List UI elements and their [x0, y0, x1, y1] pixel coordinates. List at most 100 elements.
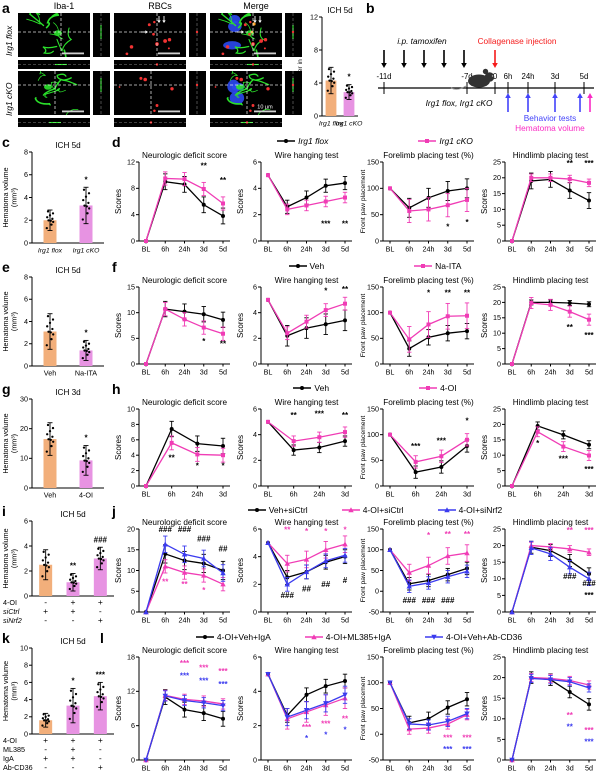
svg-text:-: - — [99, 606, 102, 616]
svg-text:BL: BL — [386, 616, 395, 625]
svg-text:18: 18 — [127, 652, 135, 661]
line-chart-svg: Neurologic deficit score Scores 0 5 10 15 BL 6h… — [114, 276, 230, 377]
svg-text:###: ### — [441, 596, 455, 605]
d-neurologic-deficit-chart: Neurologic deficit score Scores 0 4 8 12 BL 6h 2… — [114, 150, 234, 256]
svg-text:6h: 6h — [405, 245, 413, 254]
svg-text:#: # — [343, 576, 348, 585]
svg-text:6h: 6h — [534, 490, 542, 499]
svg-text:3d: 3d — [200, 245, 208, 254]
svg-text:6h: 6h — [161, 764, 169, 773]
svg-text:0: 0 — [375, 359, 379, 368]
svg-text:6h: 6h — [405, 616, 413, 625]
svg-text:12: 12 — [127, 687, 135, 696]
svg-text:24h: 24h — [179, 616, 191, 625]
svg-text:Neurologic deficit score: Neurologic deficit score — [142, 398, 228, 407]
svg-text:##: ## — [321, 580, 330, 589]
legend-marker-icon — [418, 138, 437, 143]
svg-text:2: 2 — [24, 339, 28, 348]
svg-text:Wire hanging test: Wire hanging test — [275, 646, 339, 655]
l-neurologic-deficit-chart: Neurologic deficit score Scores 0 6 12 18 BL 6h… — [114, 645, 234, 775]
svg-text:4-OI: 4-OI — [3, 598, 17, 607]
svg-text:6: 6 — [253, 157, 257, 166]
svg-text:150: 150 — [367, 404, 379, 413]
svg-text:0: 0 — [131, 755, 135, 764]
svg-text:Scores: Scores — [114, 435, 123, 460]
svg-text:***: *** — [411, 442, 421, 451]
svg-text:8: 8 — [24, 272, 28, 281]
svg-text:4: 4 — [24, 695, 28, 704]
svg-text:0: 0 — [497, 607, 501, 616]
svg-text:Forelimb placing test (%): Forelimb placing test (%) — [383, 151, 474, 160]
svg-text:**: ** — [181, 580, 188, 589]
svg-text:+: + — [98, 735, 103, 745]
svg-text:Veh: Veh — [44, 491, 56, 500]
svg-text:Wire hanging test: Wire hanging test — [275, 398, 339, 407]
svg-text:###: ### — [563, 572, 577, 581]
svg-text:24h: 24h — [301, 245, 313, 254]
svg-text:24h: 24h — [301, 616, 313, 625]
legend-marker-icon — [293, 385, 312, 390]
svg-text:0: 0 — [253, 755, 257, 764]
legend-marker-icon — [437, 506, 456, 512]
legend-panel-l: 4-OI+Veh+IgA 4-OI+ML385+IgA 4-OI+Veh+Ab-CD… — [118, 630, 600, 643]
svg-text:3d: 3d — [444, 616, 452, 625]
svg-text:150: 150 — [367, 282, 379, 291]
f-neurologic-deficit-chart: Neurologic deficit score Scores 0 5 10 15 BL 6h… — [114, 275, 234, 379]
svg-text:5d: 5d — [463, 368, 471, 377]
svg-text:Irg1 flox: Irg1 flox — [319, 121, 344, 128]
svg-text:*: * — [465, 218, 469, 227]
svg-text:3d: 3d — [322, 368, 330, 377]
svg-text:ICH 3d: ICH 3d — [55, 388, 81, 397]
svg-text:6h: 6h — [283, 616, 291, 625]
legend-panel-h: Veh 4-OI — [150, 381, 600, 394]
legend-item: Irg1 flox — [277, 136, 328, 146]
svg-text:10 µm: 10 µm — [257, 105, 273, 111]
micrograph-iba1-flox — [18, 13, 110, 69]
line-chart-svg: Forelimb placing test (%) Front paw place… — [360, 151, 474, 254]
svg-text:5d: 5d — [219, 245, 227, 254]
svg-text:0: 0 — [253, 607, 257, 616]
hematoma-volume-chart-k: ICH 5d Hematoma volume (mm³) 0 2 4 6 8 10 * *** 4-O… — [2, 636, 120, 776]
svg-text:+: + — [71, 735, 76, 745]
svg-text:50: 50 — [371, 566, 379, 575]
legend-panel-d: Irg1 flox Irg1 cKO — [150, 134, 600, 147]
svg-text:Collagenase injection: Collagenase injection — [478, 36, 557, 46]
hematoma-volume-chart-e: ICH 5d Hematoma volume (mm³) 0 2 4 6 8 * Veh Na-IT… — [2, 265, 110, 379]
svg-text:5d: 5d — [580, 72, 589, 81]
svg-text:50: 50 — [371, 704, 379, 713]
svg-text:4-OI: 4-OI — [3, 736, 17, 745]
svg-text:*: * — [196, 461, 200, 470]
legend-item: 4-OI+ML385+IgA — [304, 632, 391, 642]
svg-text:Scores: Scores — [236, 189, 245, 214]
svg-text:BL: BL — [508, 368, 517, 377]
svg-text:24h: 24h — [179, 368, 191, 377]
legend-marker-icon — [288, 263, 307, 268]
svg-text:10: 10 — [493, 205, 501, 214]
svg-text:8: 8 — [131, 420, 135, 429]
svg-text:**: ** — [342, 714, 349, 723]
panel-b-label: b — [366, 0, 375, 16]
svg-text:4: 4 — [253, 552, 257, 561]
svg-text:0: 0 — [493, 72, 498, 81]
row-label-irg1-flox: Irg1 flox — [4, 25, 14, 57]
svg-text:5d: 5d — [463, 616, 471, 625]
svg-text:5: 5 — [497, 735, 501, 744]
svg-text:Veh: Veh — [44, 369, 56, 378]
svg-text:Wire hanging test: Wire hanging test — [275, 276, 339, 285]
svg-text:-: - — [99, 753, 102, 763]
svg-text:Scores: Scores — [114, 696, 123, 721]
hematoma-volume-chart-i: ICH 5d Hematoma volume (mm³) 0 2 4 6 ** ### 4-OI -… — [2, 509, 120, 629]
svg-text:6: 6 — [131, 721, 135, 730]
svg-text:20: 20 — [20, 424, 28, 433]
svg-text:***: *** — [584, 726, 594, 735]
svg-text:BL: BL — [142, 616, 151, 625]
svg-text:24h: 24h — [545, 764, 557, 773]
svg-text:6: 6 — [253, 282, 257, 291]
micrograph-svg: 10 µm — [210, 71, 302, 127]
svg-text:-: - — [44, 615, 47, 625]
svg-text:**: ** — [342, 411, 349, 420]
bar-chart-svg: ICH 5d Hematoma volume(mm³) 0 2 4 6 ** ### 4-OI -… — [2, 510, 114, 625]
l-hindlimb-placing-chart: Hindlimb placing test Scores 0 5 10 15 20 25 BL 6… — [480, 645, 600, 775]
svg-text:0: 0 — [497, 236, 501, 245]
